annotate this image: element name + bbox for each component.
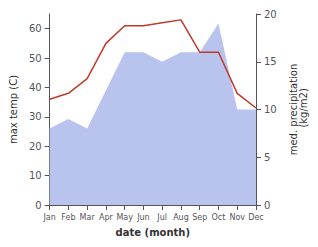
svg-text:Nov: Nov (229, 213, 245, 222)
svg-text:Feb: Feb (61, 213, 75, 222)
svg-text:5: 5 (264, 152, 270, 163)
svg-text:20: 20 (264, 9, 277, 20)
svg-text:Aug: Aug (173, 213, 189, 222)
svg-text:Dec: Dec (248, 213, 263, 222)
svg-text:20: 20 (29, 141, 42, 152)
svg-text:May: May (116, 213, 133, 222)
svg-text:Apr: Apr (99, 213, 114, 222)
svg-text:Mar: Mar (80, 213, 96, 222)
svg-text:10: 10 (29, 170, 42, 181)
svg-text:0: 0 (35, 200, 41, 211)
svg-text:Jun: Jun (136, 213, 150, 222)
svg-text:60: 60 (29, 23, 42, 34)
svg-text:date (month): date (month) (116, 227, 190, 238)
svg-text:med. precipitation: med. precipitation (287, 63, 299, 156)
svg-text:15: 15 (264, 56, 277, 67)
svg-text:0: 0 (264, 200, 270, 211)
svg-text:Jul: Jul (156, 213, 167, 222)
svg-text:(kg/m2): (kg/m2) (298, 88, 309, 131)
svg-text:max temp (C): max temp (C) (8, 75, 19, 144)
svg-text:40: 40 (29, 82, 42, 93)
svg-text:Oct: Oct (212, 213, 226, 222)
svg-text:Sep: Sep (192, 213, 207, 222)
svg-text:50: 50 (29, 53, 42, 64)
svg-text:30: 30 (29, 111, 42, 122)
svg-text:Jan: Jan (42, 213, 55, 222)
svg-text:10: 10 (264, 104, 277, 115)
